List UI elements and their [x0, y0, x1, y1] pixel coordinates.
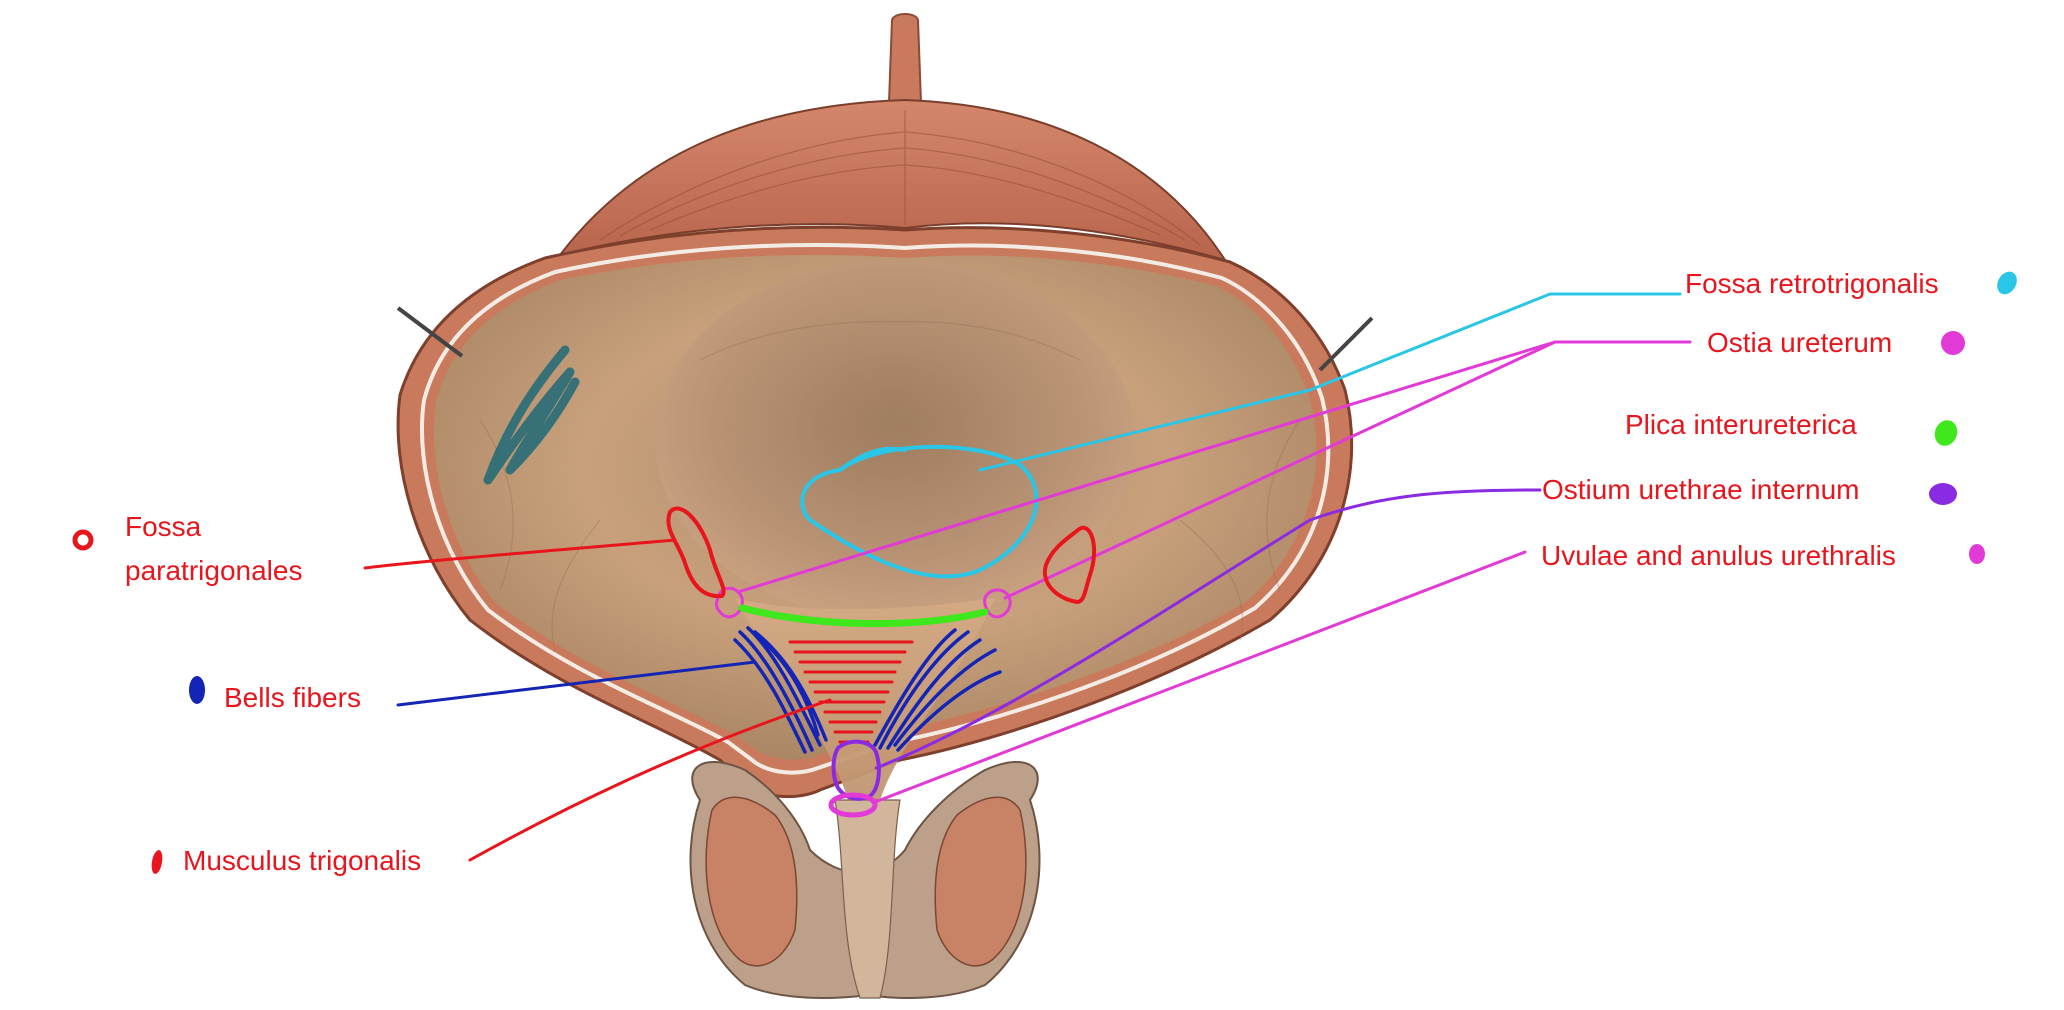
fossa-retrotrigonalis-leader [978, 292, 1682, 472]
purple-dot [1929, 483, 1957, 505]
prostate-right-lobe [934, 796, 1027, 967]
bells-fibers-strokes [733, 626, 1002, 754]
label-fossa-retrotrigonalis: Fossa retrotrigonalis [1685, 268, 1939, 299]
bladder-illustration [396, 13, 1374, 999]
left-retractor [396, 306, 464, 358]
plica-interureterica-line [738, 604, 989, 627]
red-dot-fossa [72, 529, 94, 551]
uvulae-anulus-leader [873, 550, 1527, 804]
right-ostium-ureteris [983, 588, 1012, 619]
prostatic-urethra [834, 799, 901, 999]
fossa-retrotrigonalis-outline [800, 444, 1039, 579]
trigone [735, 598, 995, 800]
prostate-left-lobe [705, 796, 798, 967]
cyan-dot [1997, 271, 2017, 295]
annotation-strokes [363, 292, 1692, 862]
label-musculus-trigonalis: Musculus trigonalis [183, 845, 421, 876]
fossa-paratrigonalis-left [666, 506, 726, 599]
label-fossa-paratrigonales-line1: Fossa [125, 511, 202, 542]
bladder-dome-wall [557, 98, 1228, 262]
blue-dot [189, 676, 205, 704]
label-bells-fibers: Bells fibers [224, 682, 361, 713]
magenta-dot [1941, 331, 1965, 355]
label-ostia-ureterum: Ostia ureterum [1707, 327, 1892, 358]
bladder-inner-rim [419, 243, 1331, 775]
ostium-urethrae-internum-leader [874, 488, 1542, 770]
fossa-retrotrigonalis-outline-b [838, 446, 907, 472]
left-ostium-ureteris [715, 586, 744, 619]
red-dot-musculus [151, 850, 163, 874]
right-retractor [1318, 316, 1374, 372]
uvulae-anulus-outline [828, 792, 878, 818]
musculus-trigonalis-leader [468, 698, 832, 862]
label-uvulae-anulus: Uvulae and anulus urethralis [1541, 540, 1896, 571]
ostia-ureterum-leader-right [1003, 340, 1557, 600]
legend-dots [72, 271, 2017, 874]
pink-dot [1969, 544, 1985, 564]
label-plica-interureterica: Plica interureterica [1625, 409, 1857, 440]
bladder-dome-recess [655, 260, 1135, 620]
bells-fibers-leader [396, 660, 757, 707]
label-ostium-urethrae-internum: Ostium urethrae internum [1542, 474, 1859, 505]
label-fossa-paratrigonales-line2: paratrigonales [125, 555, 302, 586]
fossa-paratrigonalis-right [1042, 525, 1096, 604]
labels: Fossa retrotrigonalis Ostia ureterum Pli… [125, 268, 1939, 876]
green-dot [1934, 420, 1958, 446]
fossa-paratrigonales-leader [363, 538, 677, 570]
ostia-ureterum-leader-left [736, 340, 1557, 594]
teal-scribble [483, 345, 580, 485]
